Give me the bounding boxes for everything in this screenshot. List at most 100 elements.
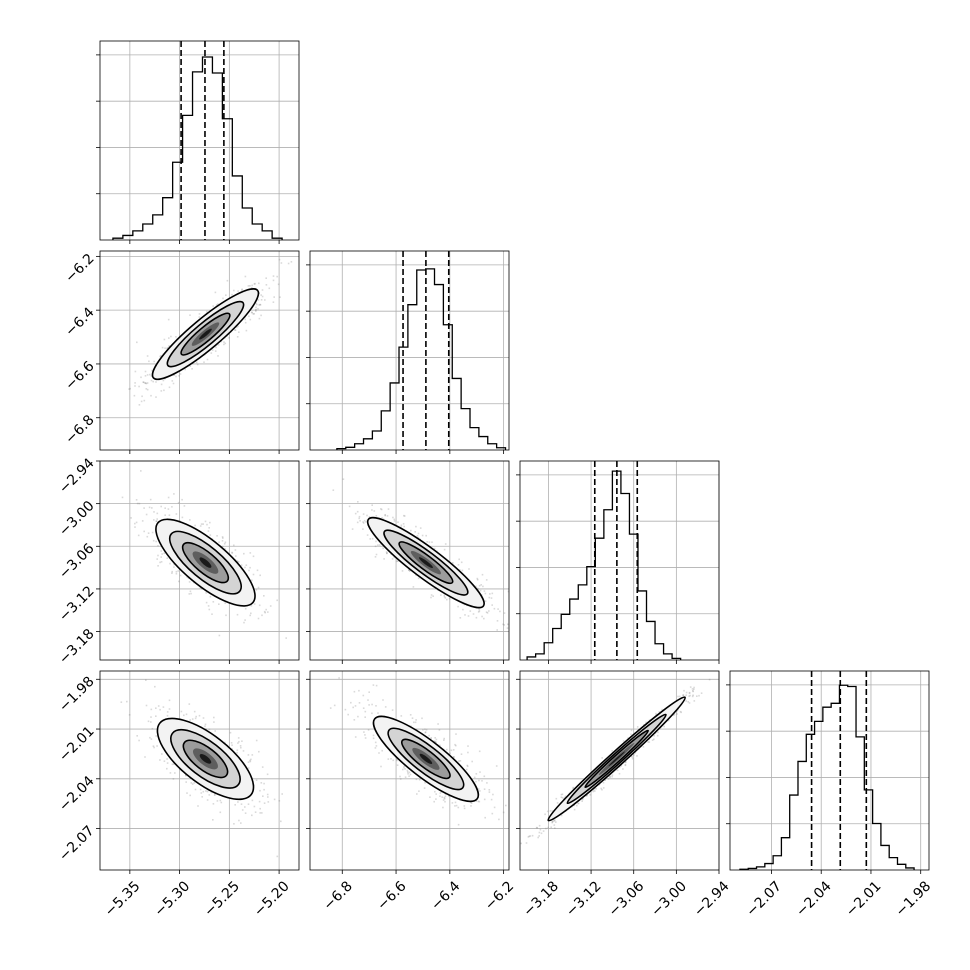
sample-point: [498, 818, 500, 821]
sample-point: [382, 699, 384, 701]
sample-point: [181, 498, 183, 501]
sample-point: [437, 723, 439, 725]
sample-point: [576, 804, 578, 807]
sample-point: [247, 285, 250, 287]
density-2-1: [332, 478, 513, 631]
sample-point: [138, 404, 141, 406]
sample-point: [483, 617, 485, 620]
sample-point: [146, 535, 149, 538]
sample-point: [247, 754, 250, 756]
sample-point: [485, 579, 488, 581]
sample-point: [252, 573, 255, 576]
sample-point: [244, 619, 246, 621]
sample-point: [431, 541, 433, 543]
density-level: [199, 557, 212, 568]
sample-point: [414, 531, 416, 533]
sample-point: [514, 798, 516, 800]
sample-point: [647, 741, 649, 743]
sample-point: [256, 569, 259, 572]
sample-point: [428, 541, 431, 543]
sample-point: [238, 331, 240, 333]
sample-point: [218, 541, 220, 543]
sample-point: [157, 545, 159, 547]
sample-point: [663, 725, 665, 728]
sample-point: [581, 798, 584, 801]
sample-point: [672, 714, 675, 716]
sample-point: [240, 746, 242, 749]
sample-point: [145, 704, 148, 707]
sample-point: [466, 764, 469, 767]
sample-point: [194, 524, 196, 527]
sample-point: [151, 369, 153, 372]
sample-point: [457, 605, 459, 608]
sample-point: [424, 728, 426, 731]
contour-line: [366, 516, 485, 609]
sample-point: [285, 637, 287, 639]
sample-point: [365, 521, 367, 523]
sample-point: [342, 478, 345, 480]
sample-point: [471, 760, 473, 763]
sample-point: [145, 382, 148, 385]
sample-point: [221, 545, 224, 548]
sample-point: [542, 830, 545, 832]
sample-point: [476, 578, 479, 581]
sample-point: [404, 776, 407, 778]
density-level: [608, 751, 625, 767]
sample-point: [228, 337, 230, 339]
sample-point: [367, 699, 369, 701]
sample-point: [696, 695, 698, 697]
sample-point: [184, 368, 186, 371]
sample-point: [675, 710, 678, 713]
sample-point: [433, 547, 436, 550]
sample-point: [477, 876, 479, 878]
sample-point: [554, 827, 556, 829]
sample-point: [142, 381, 144, 383]
sample-point: [673, 713, 676, 716]
sample-point: [241, 288, 243, 291]
sample-point: [423, 787, 426, 789]
density-level: [199, 754, 212, 764]
sample-point: [147, 532, 150, 534]
sample-point: [242, 750, 245, 752]
sample-point: [455, 733, 457, 735]
sample-point: [363, 731, 365, 733]
sample-point: [403, 514, 405, 517]
sample-point: [257, 617, 260, 620]
sample-point: [484, 592, 487, 595]
sample-point: [260, 314, 262, 317]
sample-point: [679, 710, 682, 713]
sample-point: [475, 800, 478, 802]
sample-point: [511, 617, 513, 619]
sample-point: [470, 801, 472, 804]
sample-point: [217, 303, 219, 305]
sample-point: [689, 686, 692, 688]
sample-point: [254, 309, 257, 311]
sample-point: [537, 836, 539, 839]
sample-point: [172, 778, 175, 780]
sample-point: [562, 798, 565, 800]
sample-point: [233, 544, 235, 547]
sample-point: [202, 790, 205, 793]
sample-point: [372, 734, 375, 737]
sample-point: [622, 740, 625, 742]
sample-point: [160, 383, 163, 386]
sample-point: [476, 577, 479, 580]
sample-point: [157, 705, 160, 707]
sample-point: [168, 708, 171, 710]
sample-point: [214, 793, 216, 796]
sample-point: [258, 317, 261, 320]
sample-point: [479, 790, 481, 792]
sample-point: [448, 597, 451, 600]
sample-point: [407, 773, 409, 775]
sample-point: [155, 540, 157, 543]
sample-point: [416, 535, 419, 537]
sample-point: [435, 741, 437, 744]
sample-point: [460, 561, 463, 564]
sample-point: [135, 499, 138, 501]
sample-point: [217, 344, 220, 346]
sample-point: [338, 677, 340, 679]
sample-point: [244, 275, 247, 278]
sample-point: [185, 781, 187, 783]
sample-point: [546, 810, 549, 813]
sample-point: [631, 757, 634, 760]
